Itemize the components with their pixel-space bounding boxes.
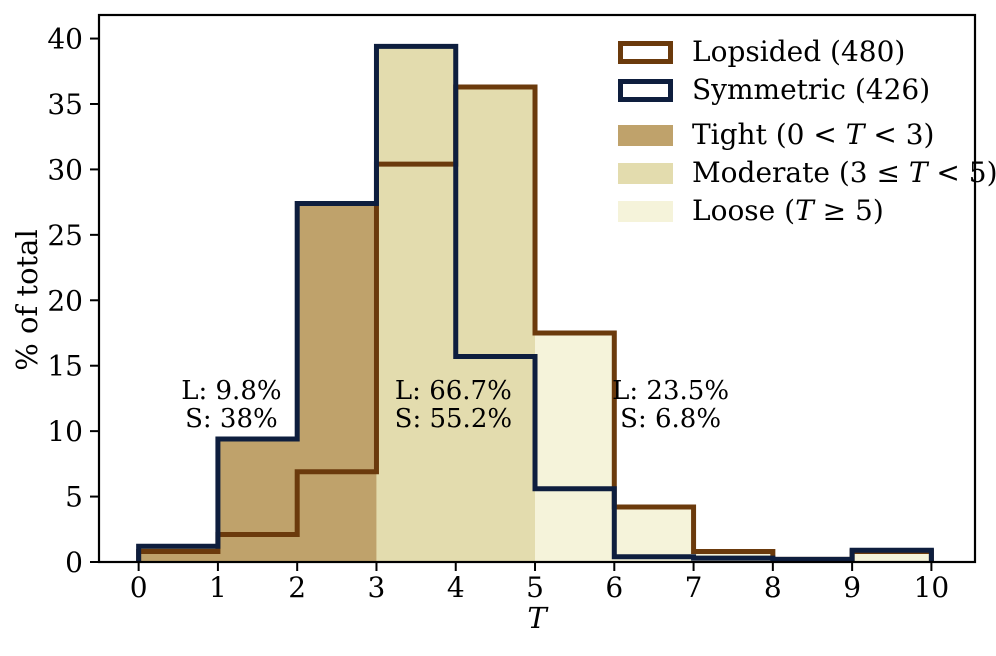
x-tick-label: 0 bbox=[130, 571, 148, 604]
zone-annotation-loose: L: 23.5% S: 6.8% bbox=[612, 377, 729, 433]
legend-patch-moderate bbox=[618, 162, 673, 184]
legend-label: Moderate (3 ≤ T < 5) bbox=[692, 156, 996, 189]
legend-entry-moderate: Moderate (3 ≤ T < 5) bbox=[618, 154, 996, 192]
x-tick-label: 1 bbox=[209, 571, 227, 604]
annotation-line: S: 38% bbox=[185, 403, 278, 434]
legend: Lopsided (480) Symmetric (426) Tight (0 … bbox=[618, 33, 996, 230]
zone-annotation-tight: L: 9.8% S: 38% bbox=[181, 377, 281, 433]
y-tick-label: 5 bbox=[65, 481, 83, 514]
x-tick-label: 8 bbox=[764, 571, 782, 604]
zone-annotation-moderate: L: 66.7% S: 55.2% bbox=[395, 377, 512, 433]
x-tick-label: 10 bbox=[914, 571, 950, 604]
legend-label: Loose (T ≥ 5) bbox=[692, 194, 884, 227]
legend-label: Symmetric (426) bbox=[692, 73, 931, 106]
y-tick-label: 15 bbox=[47, 350, 83, 383]
y-tick-label: 35 bbox=[47, 88, 83, 121]
x-tick-label: 3 bbox=[368, 571, 386, 604]
x-tick-label: 7 bbox=[685, 571, 703, 604]
series-step-1 bbox=[136, 43, 934, 562]
legend-patch-symmetric bbox=[618, 78, 673, 102]
plot-frame bbox=[97, 13, 977, 564]
y-tick-label: 20 bbox=[47, 284, 83, 317]
legend-label: Tight (0 < T < 3) bbox=[692, 118, 935, 151]
x-tick-label: 4 bbox=[447, 571, 465, 604]
y-tick-label: 40 bbox=[47, 23, 83, 56]
legend-patch-loose bbox=[618, 200, 673, 222]
y-tick-label: 25 bbox=[47, 219, 83, 252]
legend-patch-tight bbox=[618, 124, 673, 146]
legend-label: Lopsided (480) bbox=[692, 35, 906, 68]
y-tick-label: 30 bbox=[47, 153, 83, 186]
x-tick-label: 9 bbox=[843, 571, 861, 604]
x-tick-label: 6 bbox=[605, 571, 623, 604]
legend-entry-lopsided: Lopsided (480) bbox=[618, 33, 996, 71]
x-tick-label: 5 bbox=[526, 571, 544, 604]
annotation-line: L: 9.8% bbox=[181, 375, 282, 406]
annotation-line: L: 66.7% bbox=[394, 375, 512, 406]
legend-entry-tight: Tight (0 < T < 3) bbox=[618, 116, 996, 154]
y-axis-title: % of total bbox=[10, 229, 44, 371]
annotation-line: S: 55.2% bbox=[394, 403, 513, 434]
x-tick-label: 2 bbox=[288, 571, 306, 604]
y-tick-label: 10 bbox=[47, 415, 83, 448]
y-tick-label: 0 bbox=[65, 546, 83, 579]
annotation-line: L: 23.5% bbox=[612, 375, 730, 406]
legend-entry-loose: Loose (T ≥ 5) bbox=[618, 192, 996, 230]
annotation-line: S: 6.8% bbox=[620, 403, 722, 434]
legend-patch-lopsided bbox=[618, 40, 673, 64]
zone-fill-2 bbox=[535, 332, 932, 562]
x-axis-title: T bbox=[527, 601, 547, 635]
legend-entry-symmetric: Symmetric (426) bbox=[618, 71, 996, 109]
